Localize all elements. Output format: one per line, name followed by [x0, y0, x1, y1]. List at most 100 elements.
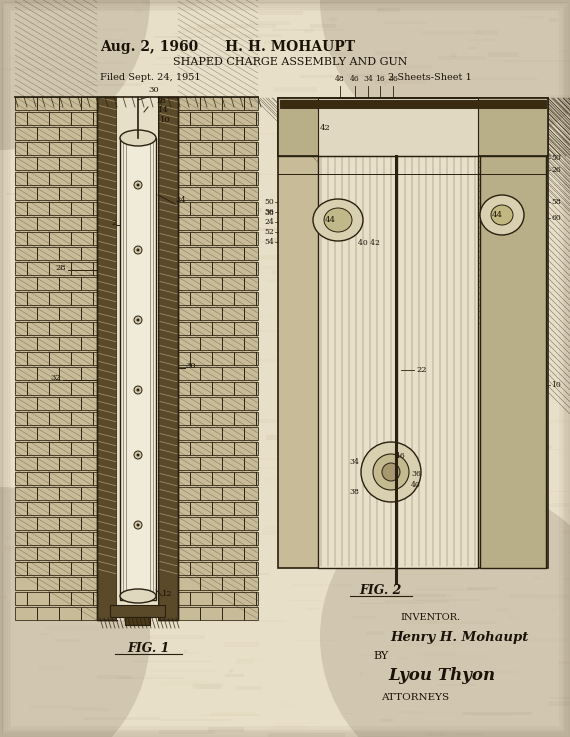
Bar	[404, 640, 463, 645]
Bar	[15, 367, 37, 380]
Bar	[234, 502, 256, 515]
Text: 40: 40	[411, 481, 421, 489]
Bar	[547, 95, 570, 98]
Bar	[234, 442, 256, 455]
Bar	[332, 422, 386, 427]
Bar	[445, 206, 522, 209]
Bar	[497, 331, 547, 332]
Bar	[222, 547, 244, 560]
Bar	[234, 172, 256, 185]
Bar	[81, 427, 97, 440]
Bar	[509, 386, 515, 391]
Bar	[200, 187, 222, 200]
Bar	[521, 16, 544, 18]
Ellipse shape	[120, 589, 156, 603]
Bar	[59, 337, 81, 350]
Text: 46: 46	[350, 75, 360, 83]
Bar	[15, 592, 27, 605]
Bar	[123, 270, 164, 272]
Bar	[458, 159, 524, 164]
Bar	[84, 153, 143, 156]
Bar	[178, 547, 200, 560]
Bar	[187, 389, 260, 391]
Bar	[126, 321, 188, 323]
Bar	[466, 481, 508, 485]
Bar	[256, 262, 258, 275]
Bar	[27, 262, 49, 275]
Bar	[294, 51, 353, 56]
Text: 30: 30	[185, 362, 196, 370]
Bar	[120, 138, 156, 600]
Bar	[93, 262, 97, 275]
Bar	[59, 487, 81, 500]
Bar	[93, 562, 97, 575]
Bar	[124, 415, 144, 419]
Bar	[277, 180, 316, 183]
Bar	[93, 292, 97, 305]
Bar	[485, 528, 515, 531]
Bar	[77, 244, 125, 249]
Bar	[549, 677, 570, 679]
Bar	[37, 517, 59, 530]
Bar	[222, 427, 244, 440]
Bar	[49, 412, 71, 425]
Circle shape	[134, 451, 142, 459]
Bar	[93, 382, 97, 395]
Bar	[110, 605, 165, 617]
Bar	[55, 357, 87, 360]
Bar	[416, 652, 455, 656]
Bar	[5, 536, 30, 539]
Bar	[15, 217, 37, 230]
Bar	[168, 131, 238, 136]
Bar	[184, 649, 186, 653]
Bar	[247, 508, 254, 509]
Bar	[125, 337, 132, 340]
Bar	[117, 97, 158, 620]
Bar	[117, 677, 184, 679]
Bar	[146, 4, 211, 6]
Bar	[329, 200, 390, 203]
Bar	[533, 598, 570, 599]
Bar	[337, 164, 343, 167]
Bar	[403, 353, 455, 354]
Bar	[296, 640, 335, 641]
Bar	[27, 382, 49, 395]
Bar	[385, 600, 449, 603]
Bar	[81, 187, 97, 200]
Bar	[211, 266, 282, 269]
Bar	[169, 235, 215, 237]
Bar	[212, 382, 234, 395]
Bar	[559, 50, 567, 53]
Bar	[37, 487, 59, 500]
Bar	[212, 142, 234, 155]
Bar	[244, 97, 258, 110]
Bar	[125, 617, 150, 625]
Bar	[88, 444, 95, 447]
Bar	[67, 196, 85, 199]
Bar	[279, 703, 294, 707]
Bar	[360, 603, 424, 604]
Bar	[359, 295, 433, 299]
Bar	[206, 308, 223, 311]
Circle shape	[382, 463, 400, 481]
Bar	[488, 391, 521, 393]
Text: 26: 26	[551, 166, 561, 174]
Bar	[542, 207, 570, 212]
Bar	[488, 52, 519, 57]
Bar	[55, 350, 123, 352]
Bar	[151, 670, 217, 671]
Bar	[96, 500, 123, 501]
Bar	[321, 273, 354, 275]
Bar	[15, 427, 37, 440]
Bar	[391, 515, 400, 517]
Text: 58: 58	[551, 198, 561, 206]
Bar	[278, 98, 548, 568]
Bar	[18, 239, 73, 240]
Bar	[389, 311, 421, 314]
Bar	[178, 427, 200, 440]
Bar	[106, 249, 114, 254]
Bar	[530, 144, 570, 149]
Bar	[3, 546, 41, 551]
Bar	[15, 202, 27, 215]
Circle shape	[136, 248, 140, 251]
